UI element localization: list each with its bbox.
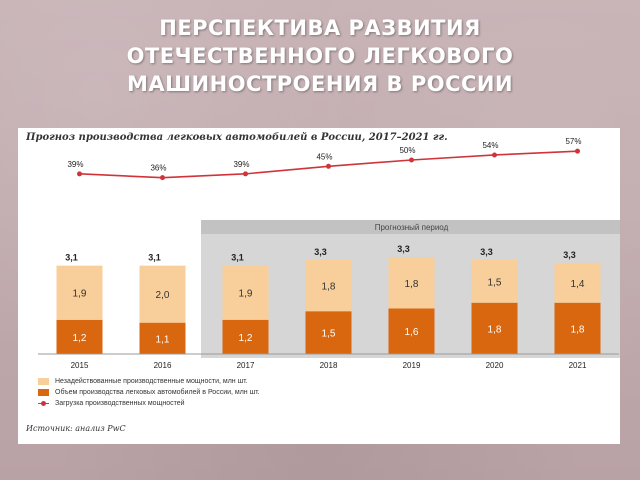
- bar-unused-capacity: [388, 257, 435, 309]
- utilization-label: 45%: [316, 152, 332, 161]
- bar-unused-capacity: [554, 262, 601, 303]
- bar-production: [388, 308, 435, 354]
- legend-swatch-utilization: [38, 400, 49, 407]
- x-tick-label: 2015: [71, 361, 89, 370]
- data-label-production: 1,2: [239, 333, 253, 344]
- legend-item-utilization: Загрузка производственных мощностей: [38, 398, 260, 409]
- bar-unused-capacity: [139, 265, 186, 323]
- utilization-point: [326, 163, 331, 169]
- utilization-label: 39%: [67, 160, 83, 169]
- chart-canvas: Прогнозный период 1,2 1,9 3,1 2015 1,1 2,0 3,1 2…: [38, 137, 620, 370]
- bar-production: [139, 322, 186, 354]
- utilization-point: [160, 175, 165, 181]
- bar-production: [56, 319, 103, 354]
- data-label-total: 3,3: [314, 247, 327, 257]
- data-label-total: 3,1: [231, 253, 244, 263]
- x-tick-label: 2021: [569, 361, 587, 370]
- utilization-label: 50%: [399, 146, 415, 155]
- bar-unused-capacity: [471, 259, 518, 303]
- slide-title-line-2: ОТЕЧЕСТВЕННОГО ЛЕГКОВОГО: [126, 44, 514, 68]
- legend-swatch-unused-capacity: [38, 378, 49, 385]
- bar-unused-capacity: [56, 265, 103, 320]
- data-label-unused-capacity: 1,9: [73, 289, 87, 300]
- legend-label-unused-capacity: Незадействованные производственные мощно…: [55, 378, 248, 385]
- data-label-total: 3,1: [148, 253, 161, 263]
- utilization-point: [77, 171, 82, 177]
- chart-legend: Незадействованные производственные мощно…: [38, 376, 260, 409]
- x-tick-label: 2017: [237, 361, 255, 370]
- data-label-production: 1,1: [156, 334, 170, 345]
- x-tick-label: 2020: [486, 361, 504, 370]
- data-label-production: 1,8: [571, 324, 585, 335]
- utilization-point: [409, 157, 414, 163]
- x-tick-label: 2018: [320, 361, 338, 370]
- bar-production: [554, 302, 601, 354]
- slide-title-line-1: ПЕРСПЕКТИВА РАЗВИТИЯ: [159, 16, 481, 40]
- data-label-total: 3,3: [397, 244, 410, 254]
- legend-label-utilization: Загрузка производственных мощностей: [55, 400, 185, 407]
- legend-item-unused-capacity: Незадействованные производственные мощно…: [38, 376, 260, 387]
- bar-production: [222, 319, 269, 354]
- utilization-point: [243, 171, 248, 177]
- data-label-unused-capacity: 1,8: [322, 282, 336, 293]
- bar-production: [471, 302, 518, 354]
- data-label-unused-capacity: 2,0: [156, 290, 170, 301]
- utilization-point: [492, 152, 497, 158]
- forecast-header: [201, 220, 620, 234]
- utilization-label: 54%: [482, 141, 498, 150]
- data-label-total: 3,3: [480, 247, 493, 257]
- utilization-label: 39%: [233, 160, 249, 169]
- data-label-production: 1,5: [322, 329, 336, 340]
- slide-title: ПЕРСПЕКТИВА РАЗВИТИЯ ОТЕЧЕСТВЕННОГО ЛЕГК…: [0, 14, 640, 98]
- data-label-unused-capacity: 1,4: [571, 279, 585, 290]
- chart-source: Источник: анализ PwC: [26, 424, 126, 433]
- data-label-production: 1,6: [405, 327, 419, 338]
- legend-item-production: Объем производства легковых автомобилей …: [38, 387, 260, 398]
- data-label-unused-capacity: 1,9: [239, 289, 253, 300]
- bar-production: [305, 311, 352, 354]
- chart-card: Прогнозный период 1,2 1,9 3,1 2015 1,1 2,0 3,1 2…: [18, 128, 620, 444]
- utilization-label: 57%: [565, 137, 581, 146]
- data-label-unused-capacity: 1,5: [488, 277, 502, 288]
- bar-unused-capacity: [222, 265, 269, 320]
- utilization-label: 36%: [150, 164, 166, 173]
- x-tick-label: 2016: [154, 361, 172, 370]
- data-label-total: 3,3: [563, 250, 576, 260]
- utilization-point: [575, 148, 580, 154]
- chart-title: Прогноз производства легковых автомобиле…: [26, 132, 448, 143]
- data-label-total: 3,1: [65, 253, 78, 263]
- legend-swatch-production: [38, 389, 49, 396]
- slide-title-line-3: МАШИНОСТРОЕНИЯ В РОССИИ: [126, 72, 514, 96]
- x-tick-label: 2019: [403, 361, 421, 370]
- bar-unused-capacity: [305, 259, 352, 312]
- data-label-unused-capacity: 1,8: [405, 279, 419, 290]
- data-label-production: 1,8: [488, 324, 502, 335]
- data-label-production: 1,2: [73, 333, 87, 344]
- forecast-label: Прогнозный период: [375, 223, 449, 232]
- legend-label-production: Объем производства легковых автомобилей …: [55, 389, 260, 396]
